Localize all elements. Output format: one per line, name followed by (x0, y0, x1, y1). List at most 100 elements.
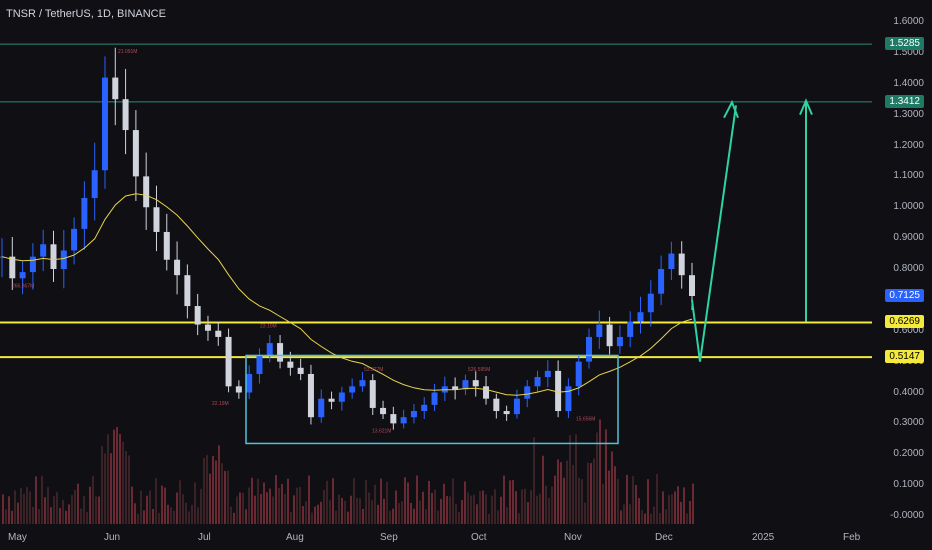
volume-bar (245, 509, 247, 524)
volume-bar (212, 455, 214, 524)
candle-body (91, 170, 98, 198)
volume-bar (38, 509, 40, 524)
candle-body (689, 275, 695, 297)
volume-bar (515, 491, 517, 524)
volume-bar (410, 502, 412, 524)
candle-body (184, 275, 191, 307)
volume-bar (23, 494, 25, 524)
volume-bar (578, 477, 580, 524)
volume-bar (188, 511, 190, 524)
volume-bar (386, 481, 388, 524)
volume-bar (71, 495, 73, 524)
volume-bar (140, 490, 142, 524)
candle-body (215, 330, 222, 337)
volume-bar (554, 475, 556, 524)
candle-body (122, 99, 129, 131)
volume-bar (677, 486, 679, 524)
volume-bar (113, 429, 115, 524)
volume-bar (560, 462, 562, 524)
volume-bar (572, 464, 574, 524)
y-tick-label: 0.3000 (893, 417, 924, 429)
volume-bar (458, 511, 460, 524)
candle-body (359, 380, 366, 387)
candle-body (318, 398, 325, 418)
candle-body (204, 324, 211, 331)
candle-body (256, 355, 263, 374)
volume-bar (407, 482, 409, 524)
volume-bar (536, 495, 538, 524)
volume-bar (86, 512, 88, 524)
volume-bar (668, 495, 670, 524)
volume-bar (365, 479, 367, 524)
volume-bar (311, 512, 313, 524)
volume-bar (263, 482, 265, 524)
volume-bar (425, 509, 427, 524)
candle-body (658, 269, 665, 294)
x-tick-label: Sep (380, 532, 398, 543)
volume-bar (674, 491, 676, 524)
volume-bar (653, 506, 655, 524)
candle-body (524, 386, 531, 399)
volume-bar (299, 486, 301, 524)
volume-bar (440, 498, 442, 524)
volume-bar (416, 475, 418, 524)
volume-bar (14, 490, 16, 524)
volume-bar (167, 504, 169, 524)
volume-bar (242, 492, 244, 524)
volume-bar (452, 478, 454, 524)
volume-bar (680, 501, 682, 524)
volume-bar (587, 462, 589, 524)
candle-body (174, 259, 181, 276)
volume-bar (80, 508, 82, 524)
volume-bar (50, 507, 52, 524)
volume-bar (656, 474, 658, 524)
volume-bar (2, 494, 4, 524)
volume-bar (662, 491, 664, 524)
volume-bar (44, 497, 46, 524)
volume-bar (482, 490, 484, 524)
y-tick-label: -0.0000 (890, 510, 924, 521)
candle-body (627, 321, 634, 337)
volume-bar (362, 508, 364, 524)
volume-bar (617, 479, 619, 524)
volume-bar (281, 483, 283, 524)
candle-body (153, 207, 160, 232)
volume-bar (110, 453, 112, 524)
volume-bar (644, 513, 646, 524)
volume-bar (131, 486, 133, 524)
volume-bar (206, 454, 208, 524)
volume-bar (434, 489, 436, 524)
volume-bar (476, 504, 478, 524)
volume-bar (359, 498, 361, 524)
volume-bar (692, 483, 694, 524)
volume-bar (170, 507, 172, 524)
volume-bar (77, 483, 79, 524)
annotation-label: 266.867M (12, 284, 34, 290)
volume-bar (641, 510, 643, 524)
volume-bar (191, 504, 193, 524)
volume-bar (575, 434, 577, 524)
volume-bar (470, 495, 472, 524)
volume-bar (305, 501, 307, 524)
volume-bar (161, 485, 163, 524)
candle-body (328, 398, 335, 402)
candle-body (81, 197, 88, 229)
volume-bar (203, 457, 205, 524)
volume-bar (104, 453, 106, 524)
y-tick-label: 1.4000 (893, 77, 924, 89)
volume-bar (47, 487, 49, 524)
candle-body (19, 272, 26, 279)
volume-bar (98, 496, 100, 524)
volume-bar (272, 496, 274, 524)
volume-bar (377, 504, 379, 524)
candle-body (483, 386, 490, 399)
volume-bar (293, 495, 295, 524)
volume-bar (251, 477, 253, 524)
volume-bar (401, 501, 403, 524)
volume-bar (74, 489, 76, 524)
volume-bar (443, 483, 445, 524)
volume-bar (284, 493, 286, 524)
price-badge: 0.7125 (885, 289, 924, 303)
candle-body (307, 373, 314, 418)
